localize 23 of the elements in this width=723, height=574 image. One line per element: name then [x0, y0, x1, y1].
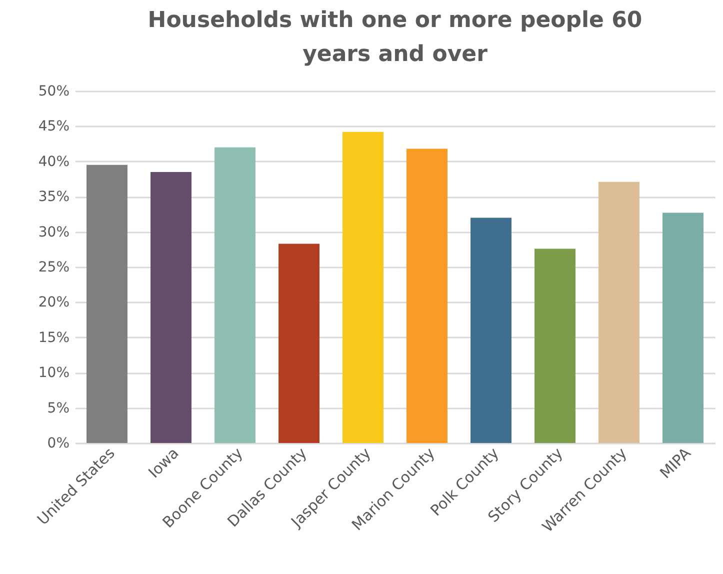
bar [86, 164, 128, 443]
bar [406, 148, 448, 443]
y-tick-label: 45% [38, 118, 70, 135]
bar [598, 182, 640, 443]
bar [534, 248, 576, 443]
y-tick-label: 5% [47, 400, 70, 416]
y-tick-label: 25% [38, 260, 70, 276]
y-tick-label: 15% [38, 330, 70, 346]
bar [150, 172, 192, 443]
y-tick-label: 50% [38, 84, 70, 100]
text: Households with one or more people 60 [148, 8, 642, 33]
y-tick-label: 20% [38, 294, 70, 311]
bar [278, 244, 320, 443]
bar [470, 218, 512, 443]
y-tick-label: 30% [38, 224, 70, 240]
text: years and over [302, 42, 488, 67]
y-tick-label: 10% [38, 365, 70, 382]
bar [342, 132, 384, 443]
bar [214, 147, 256, 443]
y-tick-label: 0% [47, 436, 70, 452]
y-tick-label: 40% [38, 154, 70, 170]
bar [662, 212, 704, 443]
y-tick-label: 35% [38, 189, 70, 206]
